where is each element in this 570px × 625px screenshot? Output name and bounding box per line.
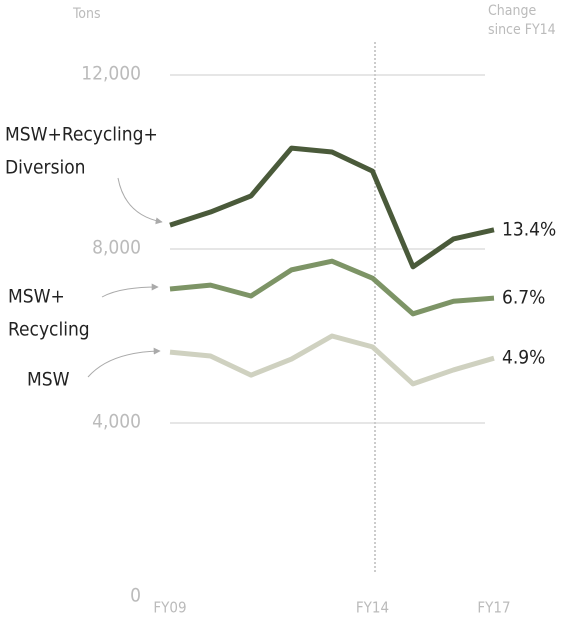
right-header: Change [488, 3, 536, 19]
x-tick-label: FY17 [477, 599, 510, 617]
series-label: Recycling [8, 319, 90, 341]
series-label: MSW+ [8, 286, 65, 308]
label-arrow [101, 283, 159, 298]
y-tick-label: 4,000 [92, 411, 141, 433]
series-line [169, 333, 495, 387]
right-header: since FY14 [488, 22, 556, 38]
x-tick-label: FY09 [153, 599, 186, 617]
y-tick-label: 8,000 [92, 237, 141, 259]
series-label: MSW+Recycling+ [5, 124, 158, 146]
change-label: 6.7% [502, 287, 545, 309]
label-arrow [117, 177, 163, 225]
change-label: 13.4% [502, 218, 556, 240]
series-label: Diversion [5, 157, 86, 179]
y-tick-label: 12,000 [81, 63, 141, 85]
series-line [169, 258, 495, 317]
series-line [169, 145, 495, 270]
x-tick-label: FY14 [356, 599, 389, 617]
y-tick-label: 0 [130, 585, 141, 607]
change-label: 4.9% [502, 347, 545, 369]
label-arrow [87, 347, 161, 378]
y-axis-label: Tons [72, 6, 101, 22]
series-label: MSW [27, 369, 70, 391]
